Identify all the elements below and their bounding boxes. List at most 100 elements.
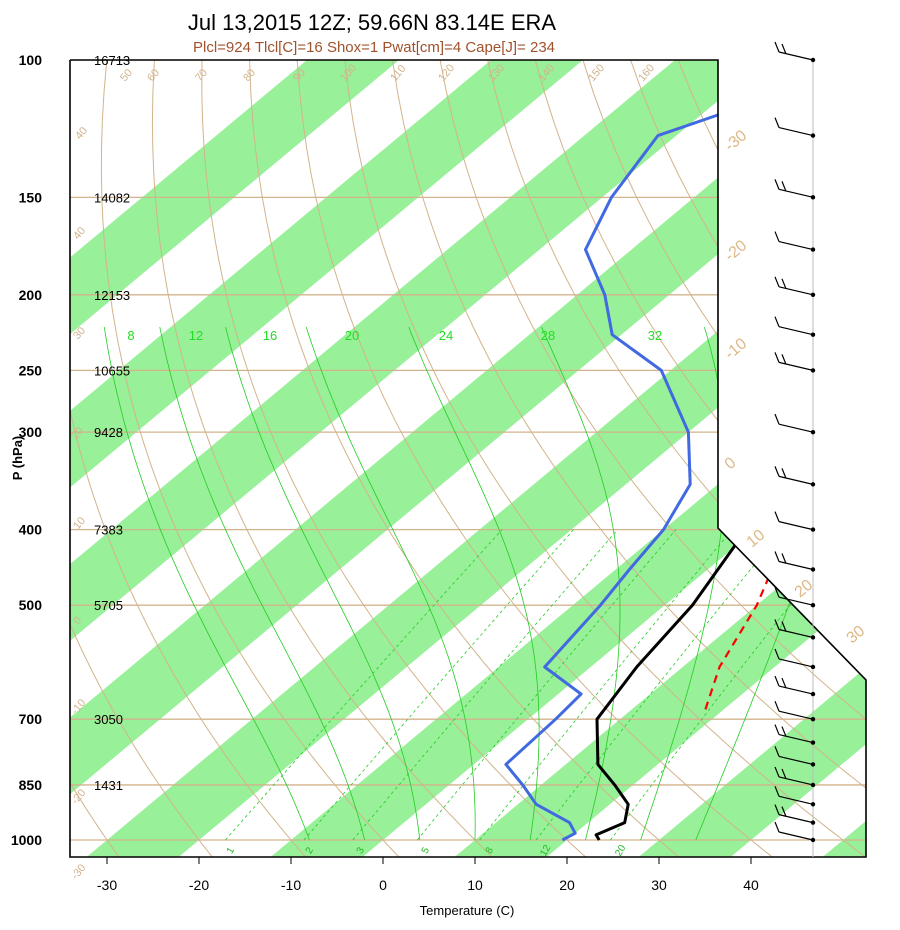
- x-tick-label: 0: [379, 877, 387, 893]
- isotherm-label: 30: [844, 623, 869, 648]
- moist-adiabat-label: 32: [648, 328, 662, 343]
- isotherm-band: [70, 60, 866, 857]
- dry-adiabat: [387, 60, 866, 857]
- dry-adiabat: [70, 60, 320, 857]
- x-axis-label: Temperature (C): [420, 903, 515, 918]
- wind-barb-flag: [774, 619, 780, 630]
- x-tick-label: -10: [281, 877, 301, 893]
- isotherm-label: -10: [722, 335, 751, 363]
- pressure-tick-label: 850: [19, 777, 43, 793]
- mixing-ratio-line: [352, 529, 619, 841]
- wind-barb-flag: [774, 276, 780, 288]
- pressure-tick-label: 500: [19, 597, 43, 613]
- wind-barb-staff: [778, 596, 814, 606]
- pressure-tick-label: 400: [19, 522, 43, 538]
- moist-adiabat: [225, 327, 421, 841]
- dry-adiabat: [70, 60, 131, 857]
- mixing-ratio-label: 2: [304, 845, 317, 856]
- wind-barb-staff: [778, 127, 814, 137]
- mixing-ratio-label: 5: [420, 845, 433, 856]
- wind-barb-staff: [778, 51, 814, 61]
- wind-barb-flag: [781, 553, 787, 564]
- wind-barb-staff: [778, 776, 814, 786]
- wind-barb-flag: [774, 746, 780, 757]
- wind-barb-staff: [778, 710, 814, 720]
- mixing-ratio-label: 12: [538, 843, 553, 859]
- wind-barb-staff: [778, 658, 814, 668]
- dry-adiabat: [201, 60, 604, 857]
- wind-barb-flag: [781, 354, 787, 365]
- x-tick-label: -20: [189, 877, 209, 893]
- wind-barb-flag: [774, 786, 780, 797]
- chart-title: Jul 13,2015 12Z; 59.66N 83.14E ERA: [188, 10, 556, 35]
- mixing-ratio-label: 20: [613, 843, 628, 859]
- pressure-tick-label: 700: [19, 711, 43, 727]
- isotherm-label: 0: [722, 454, 740, 473]
- wind-barb-staff: [778, 814, 814, 824]
- dry-adiabat: [151, 60, 509, 857]
- moist-adiabat: [408, 326, 540, 841]
- wind-barb-flag: [774, 648, 780, 660]
- mixing-ratio-label: 3: [355, 845, 368, 856]
- wind-barb-flag: [781, 806, 787, 817]
- moist-adiabat-label: 28: [541, 328, 555, 343]
- moist-adiabat-label: 16: [263, 328, 277, 343]
- x-tick-label: 40: [743, 877, 759, 893]
- mixing-ratio-line: [416, 529, 677, 841]
- height-label: 3050: [94, 712, 123, 727]
- height-label: 10655: [94, 363, 130, 378]
- wind-barb-flag: [781, 468, 787, 479]
- wind-barb-flag: [774, 804, 780, 815]
- wind-barb-staff: [778, 795, 814, 805]
- mixing-ratio-label: 8: [484, 845, 497, 856]
- wind-barb-flag: [774, 231, 780, 242]
- pressure-tick-label: 250: [19, 362, 43, 378]
- dry-adiabat-label: 40: [73, 125, 90, 142]
- dry-adiabat-label: 80: [241, 67, 258, 84]
- isotherm-label: -20: [722, 237, 751, 265]
- x-tick-label: 10: [467, 877, 483, 893]
- pressure-tick-label: 1000: [11, 832, 42, 848]
- wind-barb-staff: [778, 755, 814, 765]
- moist-adiabat-label: 20: [345, 328, 359, 343]
- mixing-ratio-line: [225, 529, 503, 841]
- wind-barb-staff: [778, 521, 814, 531]
- moist-adiabat: [159, 327, 365, 841]
- dry-adiabat-label: -30: [69, 862, 88, 882]
- wind-barb-flag: [781, 278, 787, 290]
- wind-barb-flag: [774, 316, 780, 327]
- wind-barb-flag: [774, 700, 780, 712]
- wind-barb-staff: [778, 286, 814, 296]
- wind-barb-flag: [774, 821, 780, 833]
- height-label: 1431: [94, 778, 123, 793]
- wind-barb-staff: [778, 685, 814, 695]
- isotherm-band: [70, 60, 866, 857]
- wind-barb-staff: [778, 475, 814, 485]
- moist-adiabat-label: 24: [439, 328, 453, 343]
- x-tick-label: 30: [651, 877, 667, 893]
- mixing-ratio-line: [610, 529, 850, 841]
- height-label: 12153: [94, 288, 130, 303]
- wind-barb-staff: [778, 733, 814, 744]
- isotherm-label: 10: [744, 527, 769, 552]
- y-axis-label: P (hPa): [10, 436, 25, 481]
- wind-barbs: [774, 41, 816, 857]
- wind-barb-staff: [778, 831, 814, 841]
- wind-barb-staff: [778, 240, 814, 251]
- moist-adiabat-label: 12: [189, 328, 203, 343]
- dry-adiabat-label: 60: [145, 67, 162, 84]
- wind-barb-staff: [778, 560, 814, 571]
- wind-barb-flag: [774, 41, 780, 53]
- wind-barb-flag: [774, 117, 780, 128]
- height-label: 16713: [94, 53, 130, 68]
- wind-barb-flag: [781, 677, 787, 689]
- pressure-tick-label: 150: [19, 189, 43, 205]
- wind-barb-flag: [774, 352, 780, 363]
- dry-adiabat: [526, 60, 866, 857]
- wind-barb-staff: [778, 361, 814, 371]
- wind-barb-flag: [774, 179, 780, 190]
- wind-barb-flag: [774, 766, 780, 778]
- wind-barb-flag: [774, 466, 780, 477]
- height-label: 14082: [94, 190, 130, 205]
